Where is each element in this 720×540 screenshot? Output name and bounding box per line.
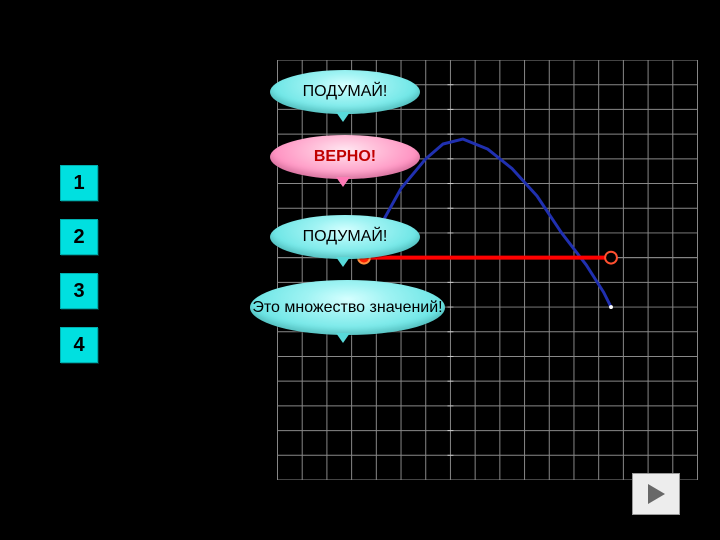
answer-button-label: 2 — [73, 226, 84, 249]
bubble-correct: ВЕРНО! — [270, 135, 420, 179]
answer-button-1[interactable]: 1 — [60, 165, 98, 201]
answer-button-label: 4 — [73, 334, 84, 357]
bubble-range: Это множество значений! — [250, 280, 445, 335]
bubble-text: ВЕРНО! — [314, 148, 376, 166]
play-icon — [645, 482, 667, 506]
answer-button-label: 1 — [73, 172, 84, 195]
answer-button-4[interactable]: 4 — [60, 327, 98, 363]
bubble-text: ПОДУМАЙ! — [303, 228, 388, 246]
answer-button-group: 1 2 3 4 — [60, 165, 98, 381]
bubble-think-2: ПОДУМАЙ! — [270, 215, 420, 259]
answer-button-label: 3 — [73, 280, 84, 303]
bubble-think-1: ПОДУМАЙ! — [270, 70, 420, 114]
answer-button-3[interactable]: 3 — [60, 273, 98, 309]
answer-button-2[interactable]: 2 — [60, 219, 98, 255]
bubble-text: ПОДУМАЙ! — [303, 83, 388, 101]
next-button[interactable] — [632, 473, 680, 515]
bubble-text: Это множество значений! — [252, 299, 442, 317]
chart-grid — [275, 60, 700, 480]
